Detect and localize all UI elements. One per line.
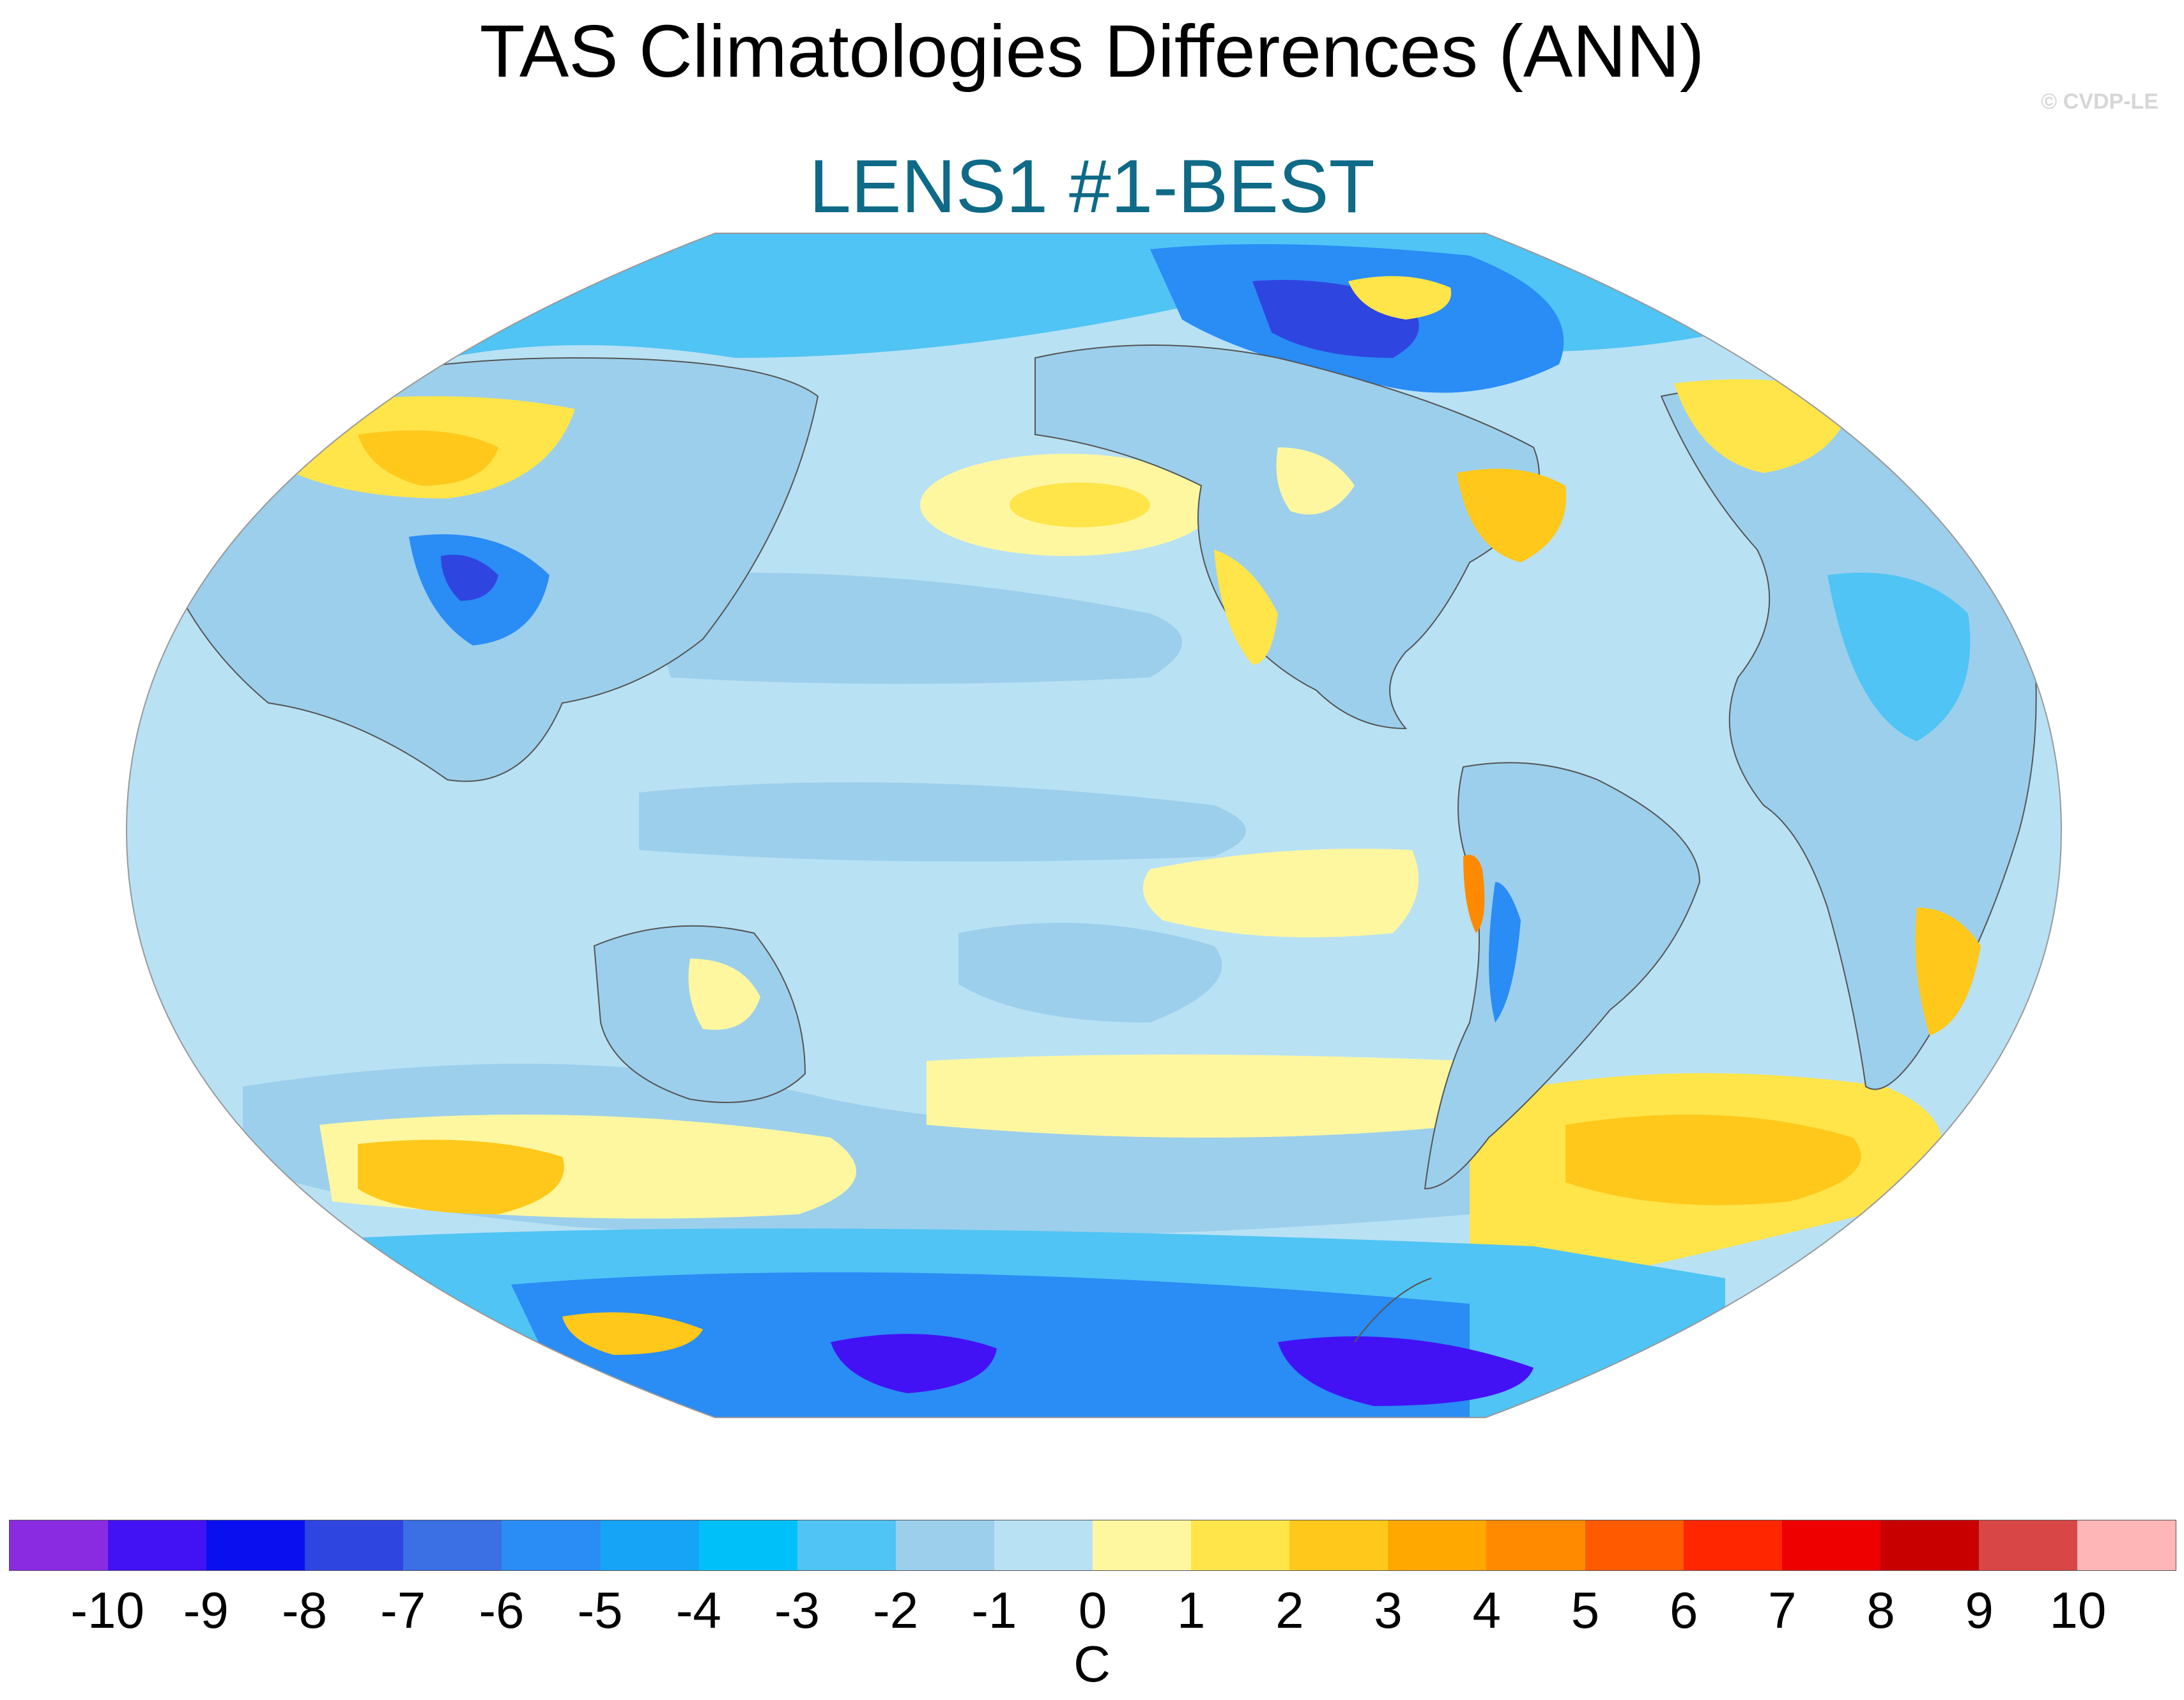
colorbar-tick-label: 4 bbox=[1472, 1582, 1501, 1639]
eastern-pacific-warm bbox=[1142, 849, 1419, 938]
colorbar-tick-label: -4 bbox=[675, 1582, 721, 1639]
colorbar-swatch bbox=[797, 1520, 896, 1570]
colorbar-tick-label: 1 bbox=[1176, 1582, 1206, 1639]
tibet-core-cold bbox=[441, 555, 498, 601]
colorbar-tick-label: 6 bbox=[1669, 1582, 1698, 1639]
colorbar-swatch bbox=[1880, 1520, 1979, 1570]
colorbar-tick-label: -7 bbox=[380, 1582, 426, 1639]
colorbar-tick-label: -3 bbox=[774, 1582, 820, 1639]
equatorial-pacific-cool-band bbox=[639, 782, 1246, 862]
colorbar-swatch bbox=[206, 1520, 305, 1570]
andes-cold-strip bbox=[1489, 882, 1521, 1023]
north-pacific-warm-core bbox=[1010, 483, 1150, 527]
arctic-warm-patch bbox=[1348, 276, 1452, 320]
colorbar-swatch bbox=[600, 1520, 699, 1570]
north-america-warm-center bbox=[1276, 447, 1355, 514]
colorbar-tick-label: 8 bbox=[1866, 1582, 1895, 1639]
colorbar-swatch bbox=[502, 1520, 601, 1570]
colorbar-swatch bbox=[1093, 1520, 1192, 1570]
colorbar-swatch bbox=[698, 1520, 797, 1570]
colorbar-swatch bbox=[1683, 1520, 1782, 1570]
colorbar-swatch bbox=[1191, 1520, 1290, 1570]
colorbar-units: C bbox=[1073, 1635, 1111, 1692]
colorbar-tick-labels: -10 -9 -8 -7 -6 -5 -4 -3 -2 -1 0 1 2 3 4 5 6 7 8 9 10 bbox=[0, 1579, 2184, 1649]
colorbar bbox=[9, 1520, 2176, 1571]
north-pacific-cool-band bbox=[639, 573, 1182, 684]
colorbar-swatch bbox=[994, 1520, 1093, 1570]
colorbar-tick-label: 0 bbox=[1078, 1582, 1107, 1639]
colorbar-tick-label: 3 bbox=[1374, 1582, 1403, 1639]
colorbar-tick-label: 2 bbox=[1275, 1582, 1304, 1639]
dataset-subtitle: LENS1 #1-BEST bbox=[809, 144, 1375, 229]
southwest-pacific-warm-core bbox=[358, 1140, 564, 1214]
map-field bbox=[127, 233, 2061, 1418]
africa-cold-region bbox=[1827, 573, 1971, 741]
andes-warm-strip bbox=[1463, 854, 1485, 933]
colorbar-tick-label: -9 bbox=[183, 1582, 229, 1639]
south-america-landmass bbox=[1424, 762, 1701, 1190]
colorbar-swatch bbox=[305, 1520, 404, 1570]
copyright-watermark: © CVDP-LE bbox=[2041, 89, 2158, 114]
colorbar-tick-label: 10 bbox=[2049, 1582, 2107, 1639]
colorbar-swatch bbox=[895, 1520, 994, 1570]
antarctic-core-cold-west bbox=[831, 1334, 997, 1393]
south-pacific-warm-band bbox=[927, 1055, 1470, 1138]
antarctic-peninsula-outline bbox=[1354, 1278, 1432, 1343]
colorbar-swatch bbox=[1289, 1520, 1388, 1570]
map-boundary bbox=[125, 233, 2063, 1418]
colorbar-swatch bbox=[1978, 1520, 2077, 1570]
colorbar-tick-label: 7 bbox=[1768, 1582, 1797, 1639]
colorbar-tick-label: -5 bbox=[577, 1582, 623, 1639]
colorbar-swatch bbox=[403, 1520, 502, 1570]
colorbar-tick-label: -1 bbox=[971, 1582, 1017, 1639]
colorbar-tick-label: -6 bbox=[479, 1582, 525, 1639]
colorbar-tick-label: 5 bbox=[1571, 1582, 1600, 1639]
south-atlantic-warm-core bbox=[1565, 1115, 1861, 1205]
australia-warm-patch bbox=[688, 959, 760, 1030]
north-america-warm-east bbox=[1457, 468, 1567, 562]
south-africa-warm bbox=[1915, 908, 1981, 1035]
eurasia-warm-core bbox=[358, 430, 498, 486]
colorbar-tick-label: -10 bbox=[70, 1582, 144, 1639]
north-america-landmass bbox=[1034, 344, 1540, 730]
antarctic-warm-patch bbox=[562, 1312, 703, 1355]
colorbar-swatch bbox=[10, 1520, 109, 1570]
south-pacific-cool-band bbox=[958, 923, 1222, 1023]
colorbar-swatch bbox=[108, 1520, 207, 1570]
colorbar-tick-label: -8 bbox=[281, 1582, 328, 1639]
colorbar-tick-label: -2 bbox=[873, 1582, 919, 1639]
colorbar-tick-label: 9 bbox=[1965, 1582, 1994, 1639]
antarctic-core-cold-east bbox=[1278, 1336, 1534, 1406]
colorbar-swatch bbox=[1781, 1520, 1880, 1570]
antarctic-strong-cold bbox=[511, 1272, 1470, 1418]
north-america-warm-west bbox=[1214, 550, 1278, 665]
chart-title: TAS Climatologies Differences (ANN) bbox=[479, 10, 1705, 93]
colorbar-swatch bbox=[1486, 1520, 1585, 1570]
colorbar-swatch bbox=[2077, 1520, 2176, 1570]
colorbar-swatch bbox=[1585, 1520, 1684, 1570]
world-map bbox=[125, 233, 2063, 1418]
colorbar-swatch bbox=[1388, 1520, 1487, 1570]
